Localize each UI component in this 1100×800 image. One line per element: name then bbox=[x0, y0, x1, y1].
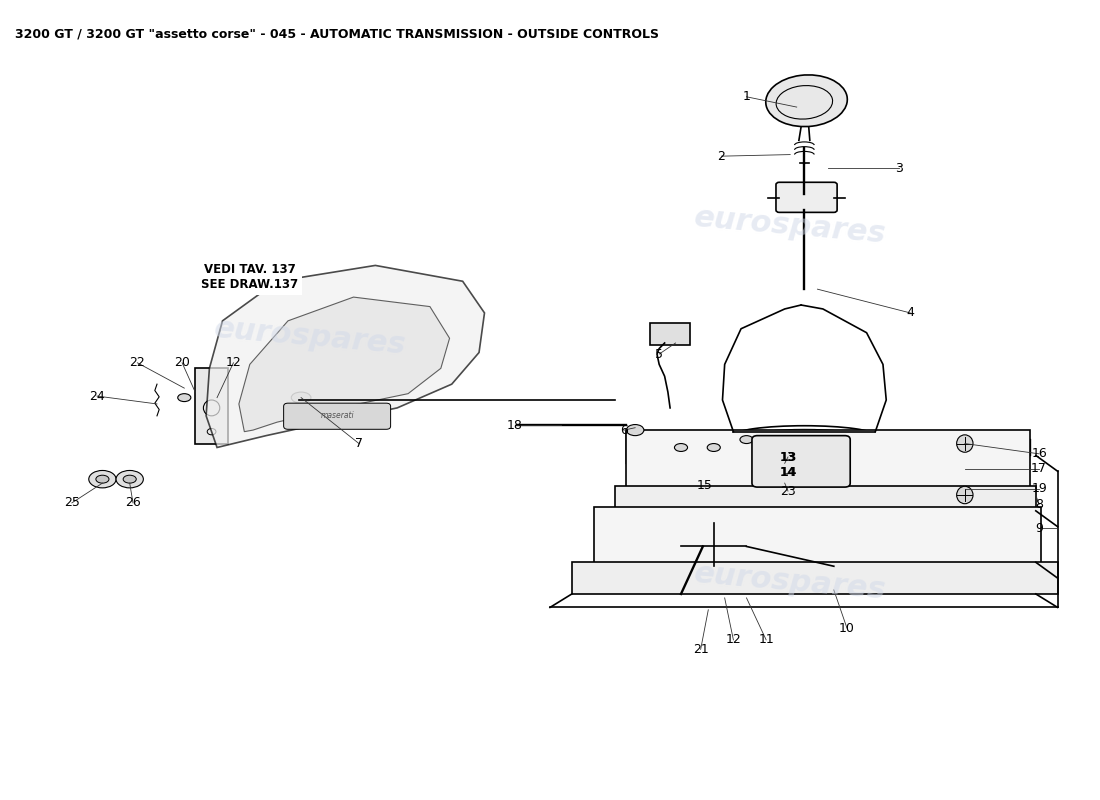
Text: 19: 19 bbox=[1031, 482, 1047, 495]
FancyBboxPatch shape bbox=[195, 368, 228, 443]
FancyBboxPatch shape bbox=[616, 486, 1036, 511]
Text: 16: 16 bbox=[1031, 447, 1047, 460]
FancyBboxPatch shape bbox=[776, 182, 837, 212]
Text: 5: 5 bbox=[656, 347, 663, 361]
Text: 1: 1 bbox=[742, 90, 750, 103]
Text: eurospares: eurospares bbox=[693, 559, 888, 605]
Polygon shape bbox=[206, 266, 484, 447]
Text: 22: 22 bbox=[130, 356, 145, 370]
Text: 4: 4 bbox=[906, 306, 914, 319]
Text: 15: 15 bbox=[697, 479, 713, 492]
Text: 17: 17 bbox=[1031, 462, 1047, 475]
Text: 2: 2 bbox=[717, 150, 725, 162]
Ellipse shape bbox=[626, 425, 644, 436]
Ellipse shape bbox=[740, 436, 754, 443]
Polygon shape bbox=[626, 432, 1031, 463]
Text: 12: 12 bbox=[226, 356, 241, 370]
Text: 13: 13 bbox=[780, 450, 796, 463]
Polygon shape bbox=[239, 297, 450, 432]
FancyBboxPatch shape bbox=[650, 323, 690, 346]
Ellipse shape bbox=[766, 75, 847, 126]
Ellipse shape bbox=[707, 443, 721, 451]
Text: 14: 14 bbox=[780, 466, 796, 479]
Text: 14: 14 bbox=[779, 466, 796, 479]
Ellipse shape bbox=[957, 486, 974, 504]
Ellipse shape bbox=[957, 435, 974, 452]
FancyBboxPatch shape bbox=[594, 507, 1042, 566]
Text: eurospares: eurospares bbox=[693, 203, 888, 249]
Text: 3: 3 bbox=[895, 162, 903, 174]
Text: eurospares: eurospares bbox=[212, 314, 407, 359]
Text: 20: 20 bbox=[174, 356, 190, 370]
Text: 12: 12 bbox=[726, 634, 741, 646]
Text: 9: 9 bbox=[1035, 522, 1043, 534]
Text: 23: 23 bbox=[780, 485, 796, 498]
Text: 24: 24 bbox=[89, 390, 104, 402]
Text: 21: 21 bbox=[693, 643, 708, 656]
Text: 25: 25 bbox=[64, 497, 80, 510]
Text: 10: 10 bbox=[839, 622, 855, 634]
Text: 18: 18 bbox=[507, 419, 522, 432]
Ellipse shape bbox=[123, 475, 136, 483]
Text: 13: 13 bbox=[779, 450, 796, 463]
Ellipse shape bbox=[178, 394, 190, 402]
Text: 3200 GT / 3200 GT "assetto corse" - 045 - AUTOMATIC TRANSMISSION - OUTSIDE CONTR: 3200 GT / 3200 GT "assetto corse" - 045 … bbox=[15, 28, 659, 41]
FancyBboxPatch shape bbox=[284, 403, 390, 430]
Text: 11: 11 bbox=[758, 634, 774, 646]
FancyBboxPatch shape bbox=[626, 430, 1031, 487]
Text: 6: 6 bbox=[620, 423, 628, 437]
Text: maserati: maserati bbox=[320, 411, 354, 420]
Text: VEDI TAV. 137
SEE DRAW.137: VEDI TAV. 137 SEE DRAW.137 bbox=[201, 263, 298, 291]
FancyBboxPatch shape bbox=[752, 436, 850, 487]
Ellipse shape bbox=[96, 475, 109, 483]
Text: 26: 26 bbox=[125, 497, 141, 510]
FancyBboxPatch shape bbox=[572, 562, 1057, 594]
Text: 8: 8 bbox=[1035, 498, 1043, 511]
Ellipse shape bbox=[292, 392, 311, 403]
Text: 7: 7 bbox=[355, 437, 363, 450]
Ellipse shape bbox=[117, 470, 143, 488]
Ellipse shape bbox=[674, 443, 688, 451]
Ellipse shape bbox=[89, 470, 117, 488]
